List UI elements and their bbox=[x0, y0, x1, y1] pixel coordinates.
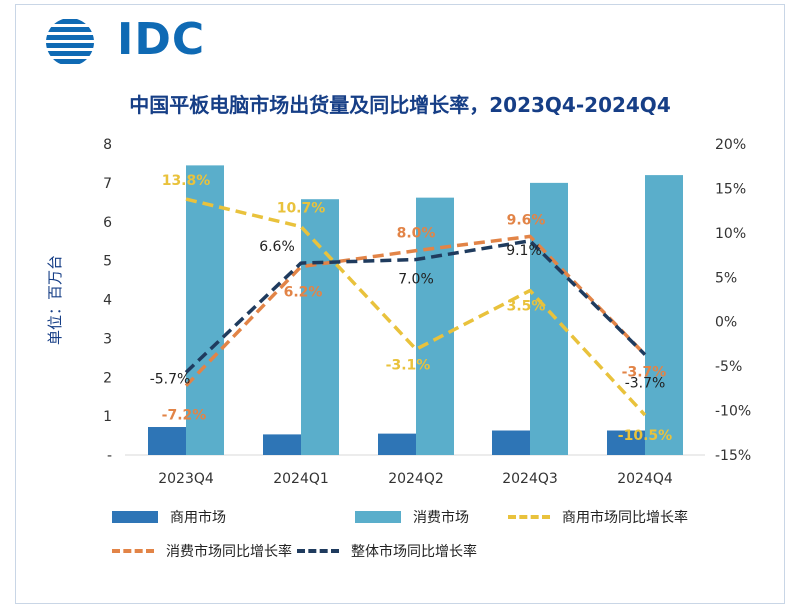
legend-swatch bbox=[508, 515, 550, 519]
line-overall-yoy-label: -3.7% bbox=[625, 376, 666, 392]
chart-title: 中国平板电脑市场出货量及同比增长率，2023Q4-2024Q4 bbox=[129, 93, 671, 117]
legend-label: 商用市场 bbox=[170, 510, 226, 526]
y2-tick-label: 10% bbox=[715, 226, 746, 242]
legend-commercial: 商用市场 bbox=[112, 507, 226, 527]
x-tick-label: 2023Q4 bbox=[158, 471, 214, 487]
line-commercial-yoy-label: -10.5% bbox=[618, 428, 672, 444]
y-tick-label: 4 bbox=[103, 293, 112, 309]
bar-commercial bbox=[492, 430, 530, 455]
x-tick-label: 2024Q3 bbox=[502, 471, 558, 487]
y2-tick-label: -10% bbox=[715, 404, 751, 420]
line-overall-yoy-label: -5.7% bbox=[150, 371, 191, 387]
line-consumer-yoy-label: -3.7% bbox=[622, 365, 667, 381]
legend-overall-yoy: 整体市场同比增长率 bbox=[297, 541, 477, 561]
y-tick-label: 6 bbox=[103, 215, 112, 231]
legend-consumer-yoy: 消费市场同比增长率 bbox=[112, 541, 292, 561]
x-tick-label: 2024Q1 bbox=[273, 471, 329, 487]
y-tick-label: 2 bbox=[103, 370, 112, 386]
y2-tick-label: 15% bbox=[715, 181, 746, 197]
y2-tick-label: 5% bbox=[715, 270, 737, 286]
line-consumer-yoy bbox=[184, 234, 647, 387]
y-tick-label: 8 bbox=[103, 137, 112, 153]
y-tick-label: - bbox=[107, 448, 112, 464]
x-tick-label: 2024Q2 bbox=[388, 471, 444, 487]
idc-logo: IDC bbox=[32, 10, 204, 70]
legend-label: 消费市场 bbox=[413, 510, 469, 526]
line-consumer-yoy-label: -7.2% bbox=[162, 408, 207, 424]
bar-commercial bbox=[607, 430, 645, 455]
y-tick-label: 7 bbox=[103, 176, 112, 192]
bar-consumer bbox=[301, 199, 339, 455]
y-tick-label: 1 bbox=[103, 409, 112, 425]
bar-commercial bbox=[378, 433, 416, 455]
legend-swatch bbox=[112, 511, 158, 523]
legend-consumer: 消费市场 bbox=[355, 507, 469, 527]
line-commercial-yoy-label: 13.8% bbox=[162, 173, 211, 189]
line-consumer-yoy-label: 8.0% bbox=[397, 226, 436, 242]
line-overall-yoy bbox=[184, 239, 647, 374]
legend-swatch bbox=[297, 549, 339, 553]
y-tick-label: 3 bbox=[103, 331, 112, 347]
line-commercial-yoy-label: 10.7% bbox=[277, 201, 326, 217]
bar-commercial bbox=[263, 434, 301, 455]
logo-text: IDC bbox=[117, 14, 206, 65]
line-overall-yoy-label: 7.0% bbox=[398, 272, 434, 288]
legend-swatch bbox=[112, 549, 154, 553]
legend-label: 商用市场同比增长率 bbox=[562, 510, 688, 526]
bar-consumer bbox=[530, 182, 568, 455]
legend-commercial-yoy: 商用市场同比增长率 bbox=[508, 507, 688, 527]
y-axis-title: 单位：百万台 bbox=[46, 255, 64, 345]
line-overall-yoy-label: 9.1% bbox=[506, 243, 542, 259]
y2-tick-label: -15% bbox=[715, 448, 751, 464]
y2-tick-label: -5% bbox=[715, 359, 742, 375]
legend-label: 整体市场同比增长率 bbox=[351, 544, 477, 560]
bar-consumer bbox=[416, 197, 454, 455]
y2-tick-label: 0% bbox=[715, 315, 737, 331]
line-commercial-yoy-label: 3.5% bbox=[507, 299, 546, 315]
idc-globe-icon bbox=[46, 19, 94, 64]
line-commercial-yoy-label: -3.1% bbox=[386, 357, 431, 373]
bar-consumer bbox=[186, 165, 224, 455]
y2-tick-label: 20% bbox=[715, 137, 746, 153]
y-tick-label: 5 bbox=[103, 254, 112, 270]
bar-commercial bbox=[148, 427, 186, 455]
x-tick-label: 2024Q4 bbox=[617, 471, 673, 487]
line-commercial-yoy bbox=[185, 197, 647, 417]
line-overall-yoy-label: 6.6% bbox=[259, 239, 295, 255]
legend-swatch bbox=[355, 511, 401, 523]
line-consumer-yoy-label: 6.2% bbox=[284, 285, 323, 301]
legend-label: 消费市场同比增长率 bbox=[166, 544, 292, 560]
line-consumer-yoy-label: 9.6% bbox=[507, 212, 546, 228]
bar-consumer bbox=[645, 175, 683, 455]
